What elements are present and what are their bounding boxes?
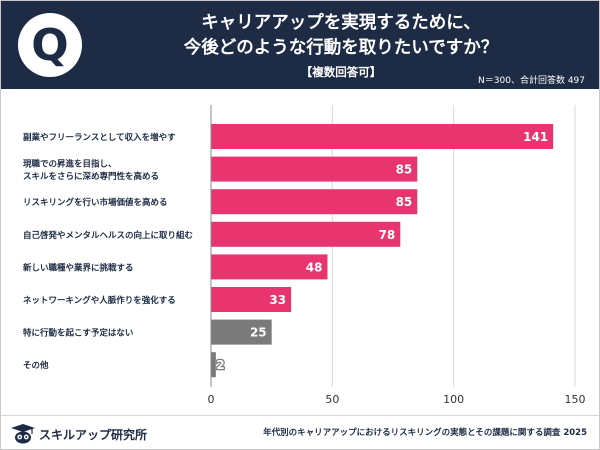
category-label: ネットワーキングや人脈作りを強化する [23,295,176,306]
header-banner: Q キャリアアップを実現するために、 今後どのような行動を取りたいですか？ 【複… [1,1,599,89]
footer: スキルアップ研究所 年代別のキャリアアップにおけるリスキリングの実態とその課題に… [1,415,599,449]
category-label: 特に行動を起こす予定はない [23,328,133,339]
data-label: 78 [379,228,396,242]
data-label: 141 [523,130,548,144]
category-label: その他 [23,360,49,371]
category-label: スキルをさらに深め専門性を高める [23,171,159,182]
survey-source: 年代別のキャリアアップにおけるリスキリングの実態とその課題に関する調査 2025 [263,428,587,438]
category-label: 現職での昇進を目指し、 [23,158,117,169]
q-mark-letter: Q [31,20,68,71]
q-mark-icon: Q [18,13,82,77]
brand-name: スキルアップ研究所 [39,427,148,442]
multiple-answer-note: 【複数回答可】 [300,65,382,79]
x-tick-label: 150 [565,393,586,406]
bar [211,254,328,280]
bar [211,319,272,345]
category-label: 自己啓発やメンタルヘルスの向上に取り組む [23,230,194,241]
bar [211,156,418,182]
brand: スキルアップ研究所 [11,424,147,444]
bar [211,352,216,378]
bar-chart-area: 141 副業やフリーランスとして収入を増やす 85 現職での昇進を目指し、スキルをさら… [1,89,599,415]
data-label: 33 [269,293,286,307]
sample-size-note: N＝300、合計回答数 497 [478,76,585,86]
bar [211,287,292,312]
question-title-line2: 今後どのような行動を取りたいですか？ [183,38,499,58]
data-label: 85 [396,195,413,209]
x-tick-label: 100 [443,393,464,406]
data-label: 25 [250,326,267,340]
bar [211,189,418,215]
category-label: 副業やフリーランスとして収入を増やす [23,132,176,143]
data-label: 85 [396,163,413,177]
category-label: リスキリングを行い市場価値を高める [23,197,168,208]
x-tick-label: 0 [208,393,215,406]
owl-logo-icon [11,424,35,444]
question-title: キャリアアップを実現するために、 今後どのような行動を取りたいですか？ [97,11,585,61]
data-label: 2 [216,358,224,372]
bar [211,221,401,247]
bar-chart: 141 副業やフリーランスとして収入を増やす 85 現職での昇進を目指し、スキルをさら… [23,105,586,406]
bar [211,124,554,149]
x-tick-label: 50 [325,393,339,406]
question-title-line1: キャリアアップを実現するために、 [201,13,481,33]
data-label: 48 [306,260,323,274]
category-label: 新しい職種や業界に挑戦する [23,262,134,273]
